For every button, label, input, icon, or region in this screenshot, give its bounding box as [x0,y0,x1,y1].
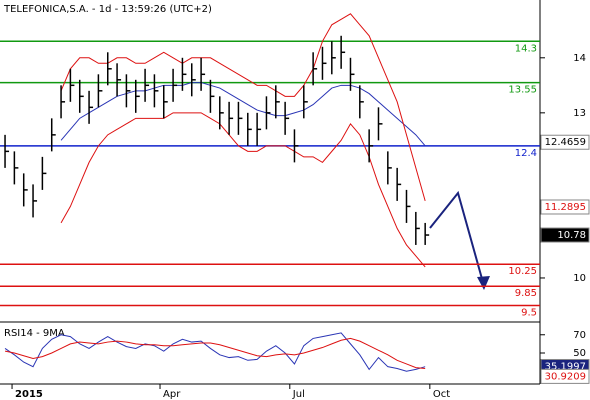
level-label: 14.3 [515,43,537,54]
chart-title: TELEFONICA,S.A. - 1d - 13:59:26 (UTC+2) [3,4,212,15]
price-marker-label: 30.9209 [545,371,586,382]
level-label: 10.25 [508,266,537,277]
y-tick-label: 10 [573,273,586,284]
price-marker [540,134,590,150]
x-tick-label: Jul [292,389,305,400]
y-tick-label: 70 [573,330,586,341]
indicator-line [60,82,426,147]
price-marker-label: 10.78 [557,230,586,241]
level-label: 9.5 [521,307,537,318]
x-tick-label: 2015 [15,389,43,400]
x-tick-label: Oct [433,389,450,400]
projection-arrow [429,190,485,287]
indicator-line [60,112,426,268]
x-tick-label: Apr [163,389,181,400]
y-tick-label: 14 [573,53,586,64]
price-marker-label: 11.2895 [545,202,586,213]
rsi-line [4,337,426,369]
rsi-line [4,332,426,372]
y-tick-label: 13 [573,108,586,119]
arrow-head [477,276,490,290]
rsi-title: RSI14 - 9MA [4,328,65,339]
y-tick-label: 50 [573,348,586,359]
level-label: 13.55 [508,85,537,96]
price-marker-label: 35.1997 [545,361,586,372]
level-label: 12.4 [515,148,537,159]
price-marker [540,368,590,384]
indicator-line [60,13,426,202]
price-marker [540,227,590,243]
price-marker-label: 12.4659 [545,137,586,148]
level-label: 9.85 [515,288,537,299]
price-marker [540,199,590,215]
